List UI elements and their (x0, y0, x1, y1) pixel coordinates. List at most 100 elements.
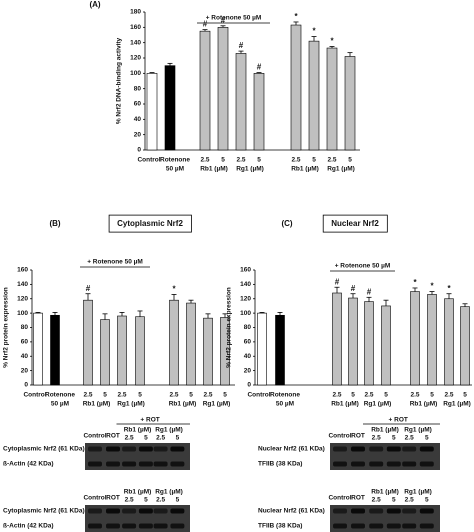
blot-band (386, 508, 401, 514)
blot-group-label: Rg1 (µM) (155, 489, 183, 496)
panel-label: (C) (281, 219, 292, 228)
title-box (322, 214, 388, 233)
y-tick-label: 60 (244, 339, 252, 346)
blot-band (138, 461, 153, 467)
blot-band (170, 508, 185, 514)
x-tick-label: 5 (223, 392, 227, 399)
blot-band (138, 508, 153, 514)
blot-band (402, 508, 417, 514)
panel-title: Nuclear Nrf2 (331, 219, 379, 228)
bar (169, 299, 179, 386)
x-tick-label: 2.5 (364, 392, 373, 399)
significance-marker: # (221, 16, 226, 25)
blot-band (402, 523, 417, 529)
group-label: Rg1 (µM) (117, 401, 145, 408)
y-tick-label: 0 (137, 147, 141, 154)
y-tick-label: 0 (24, 382, 28, 389)
x-tick-label: 5 (430, 392, 434, 399)
significance-marker: * (172, 285, 176, 294)
group-label: Rb1 (µM) (169, 401, 197, 408)
bar (146, 73, 158, 151)
x-tick-label: 2.5 (200, 157, 209, 164)
group-label: Rg1 (µM) (364, 401, 392, 408)
y-tick-label: 80 (244, 324, 252, 331)
blot-row-label: ß-Actin (42 KDa) (3, 461, 54, 468)
blot-band (333, 461, 347, 467)
x-tick-label: 5 (384, 392, 388, 399)
bar (257, 312, 267, 386)
x-tick-label: 2.5 (236, 157, 245, 164)
y-tick-label: 140 (130, 39, 141, 46)
bar (199, 30, 211, 151)
y-tick-label: 120 (17, 295, 28, 302)
blot-band (170, 523, 185, 529)
x-tick-label: 5 (312, 157, 316, 164)
significance-marker: * (447, 284, 451, 293)
blot-dose-label: 2.5 (156, 497, 165, 504)
blot-band (122, 508, 137, 514)
x-tick-label: 2.5 (291, 157, 300, 164)
y-tick-label: 60 (21, 339, 29, 346)
blot-dose-label: 5 (176, 435, 180, 442)
blot-column-label: Control (328, 495, 351, 502)
group-label: Rb1 (µM) (291, 166, 319, 173)
group-label: Rb1 (µM) (83, 401, 111, 408)
group-label: 50 µM (51, 401, 69, 408)
blot-dose-label: 2.5 (156, 435, 165, 442)
blot-band (170, 446, 185, 452)
y-tick-label: 140 (17, 281, 28, 288)
blot-group-label: Rb1 (µM) (124, 489, 152, 496)
blot-band (402, 461, 417, 467)
group-label: 50 µM (276, 401, 294, 408)
x-tick-label: Rotenone (45, 392, 75, 399)
bar (290, 24, 302, 151)
y-tick-label: 80 (21, 324, 29, 331)
panel-label: (A) (89, 0, 100, 9)
bar (135, 316, 145, 386)
blot-column-label: Control (83, 495, 106, 502)
x-tick-label: Control (23, 392, 46, 399)
blot-dose-label: 5 (144, 497, 148, 504)
blot-band (351, 508, 365, 514)
bar (444, 298, 454, 386)
y-tick-label: 20 (21, 367, 29, 374)
blot-row-label: Nuclear Nrf2 (61 KDa) (258, 446, 325, 453)
title-box (108, 214, 192, 233)
blot-dose-label: 2.5 (372, 435, 381, 442)
blot-dose-label: 5 (392, 435, 396, 442)
significance-marker: # (351, 284, 356, 293)
x-tick-label: 5 (351, 392, 355, 399)
y-tick-label: 140 (240, 281, 251, 288)
blot-row-label: Cytoplasmic Nrf2 (61 KDa) (3, 446, 85, 453)
bar (332, 292, 342, 386)
y-tick-label: 40 (244, 353, 252, 360)
blot-band (333, 523, 347, 529)
blot-group-label: Rg1 (µM) (404, 489, 432, 496)
blot-band (419, 461, 434, 467)
bracket-label: + Rotenone 50 µM (335, 263, 391, 270)
blot-band (88, 523, 102, 529)
x-tick-label: 5 (189, 392, 193, 399)
blot-row-label: Nuclear Nrf2 (61 KDa) (258, 508, 325, 515)
group-label: Rg1 (µM) (443, 401, 471, 408)
y-axis-label: % Nrf2 DNA-binding activity (116, 37, 123, 124)
x-tick-label: 5 (463, 392, 467, 399)
y-tick-label: 100 (240, 310, 251, 317)
panel-title: Cytoplasmic Nrf2 (117, 219, 183, 228)
x-tick-label: 2.5 (410, 392, 419, 399)
significance-marker: # (367, 287, 372, 296)
blot-dose-label: 5 (425, 497, 429, 504)
blot-band (333, 446, 347, 452)
group-label: Rb1 (µM) (331, 401, 359, 408)
y-tick-label: 0 (247, 382, 251, 389)
blot-band (106, 523, 120, 529)
significance-marker: # (203, 20, 208, 29)
blot-band (333, 508, 347, 514)
y-tick-label: 80 (134, 85, 142, 92)
bar (100, 319, 110, 386)
blot-column-label: Control (328, 433, 351, 440)
group-label: Rg1 (µM) (203, 401, 231, 408)
blot-band (122, 461, 137, 467)
bar (235, 53, 247, 151)
blot-band (170, 461, 185, 467)
